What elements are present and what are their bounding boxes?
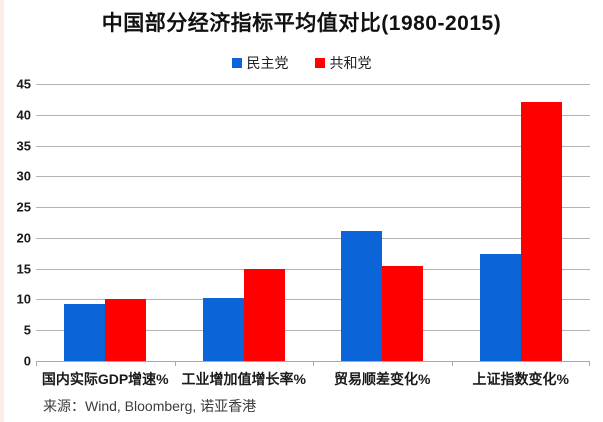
x-axis-label-sse: 上证指数变化% <box>472 371 569 387</box>
y-axis-tick-label-0: 0 <box>23 353 31 369</box>
x-axis-tick <box>451 361 453 366</box>
gridline-45 <box>36 84 590 85</box>
legend-label-republican: 共和党 <box>329 55 372 71</box>
y-axis-tick-label-40: 40 <box>16 107 31 123</box>
gridline-30 <box>36 176 590 178</box>
legend-swatch-democrat-icon <box>231 58 242 68</box>
x-axis-label-industrial: 工业增加值增长率% <box>181 371 306 387</box>
x-axis-tick <box>313 361 314 366</box>
y-axis-tick-label-15: 15 <box>16 261 31 277</box>
x-axis-label-gdp: 国内实际GDP增速% <box>41 371 169 387</box>
y-axis-tick-label-45: 45 <box>16 76 31 92</box>
bar-共和党-2 <box>382 265 424 361</box>
bar-民主党-3 <box>479 253 521 361</box>
legend-label-democrat: 民主党 <box>246 55 289 71</box>
bar-民主党-1 <box>202 297 244 361</box>
left-edge-strip <box>0 0 4 422</box>
gridline-15 <box>36 268 590 270</box>
gridline-40 <box>36 114 590 116</box>
y-axis-tick-label-20: 20 <box>16 230 31 246</box>
gridline-20 <box>36 237 590 239</box>
y-axis-tick-label-35: 35 <box>16 138 31 154</box>
x-axis-tick <box>36 361 37 366</box>
legend-item-democrat: 民主党 <box>231 53 289 73</box>
plot-area <box>36 84 590 366</box>
bar-民主党-0 <box>64 304 106 361</box>
bar-共和党-3 <box>520 102 562 361</box>
gridline-10 <box>36 299 590 301</box>
y-axis-tick-label-10: 10 <box>16 291 31 307</box>
legend-item-republican: 共和党 <box>314 53 372 73</box>
y-axis-tick-label-25: 25 <box>16 199 31 215</box>
gridline-35 <box>36 145 590 147</box>
gridline-5 <box>36 330 590 332</box>
legend-swatch-republican-icon <box>314 58 325 68</box>
legend: 民主党 共和党 <box>0 53 603 73</box>
x-axis-tick <box>589 361 590 366</box>
bar-共和党-0 <box>105 299 147 361</box>
y-axis-tick-label-30: 30 <box>16 168 31 184</box>
x-axis: 国内实际GDP增速% 工业增加值增长率% 贸易顺差变化% 上证指数变化% <box>36 369 590 389</box>
gridline-25 <box>36 207 590 209</box>
x-axis-label-trade: 贸易顺差变化% <box>334 371 431 387</box>
bar-民主党-2 <box>341 230 383 361</box>
bar-共和党-1 <box>243 268 285 361</box>
source-note: 来源：Wind, Bloomberg, 诺亚香港 <box>43 398 257 414</box>
chart-title: 中国部分经济指标平均值对比(1980-2015) <box>101 12 502 35</box>
y-axis: 0 5 10 15 20 25 30 35 40 45 <box>0 77 31 369</box>
y-axis-tick-label-5: 5 <box>23 322 31 338</box>
x-axis-tick <box>174 361 176 366</box>
